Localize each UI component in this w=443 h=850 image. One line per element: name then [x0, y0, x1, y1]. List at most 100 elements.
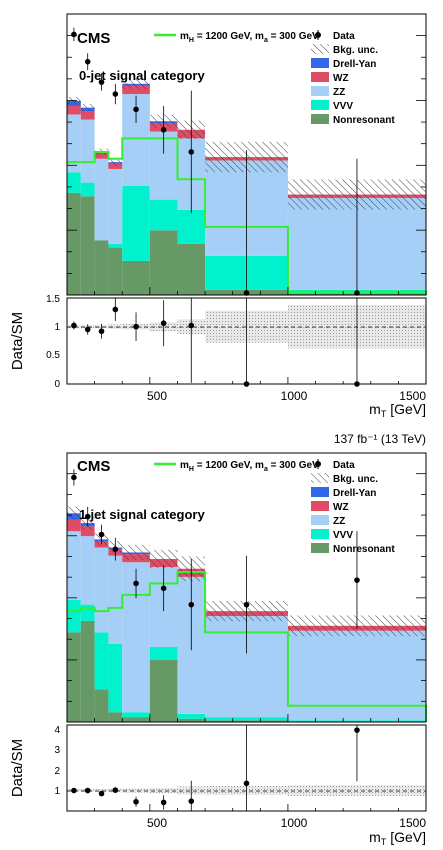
data-point	[98, 531, 105, 538]
bkg-unc-band	[108, 158, 123, 166]
data-point	[84, 58, 91, 65]
bkg-unc-band	[122, 544, 150, 561]
lumi-label: 137 fb⁻¹ (13 TeV)	[334, 432, 426, 446]
bar-zz	[67, 531, 81, 600]
legend: mH = 1200 GeV, ma = 300 GeV Data Bkg. un…	[154, 30, 395, 126]
ratio-point	[71, 787, 77, 794]
ratio-point	[133, 798, 139, 805]
bar-vvv	[287, 720, 426, 722]
ratio-ytick-1: 1	[54, 786, 60, 797]
legend-zz-swatch	[311, 515, 329, 525]
bar-zz	[94, 547, 109, 633]
ratio-point	[160, 799, 167, 806]
legend-nonres-label: Nonresonant	[333, 115, 395, 126]
legend-dy-swatch	[311, 58, 329, 68]
legend-dy-label: Drell-Yan	[333, 488, 376, 499]
bar-wz	[122, 85, 150, 95]
data-point	[112, 91, 119, 97]
data-point	[160, 127, 167, 133]
ratio-ytick-2: 1	[54, 322, 60, 333]
main-frame	[66, 452, 427, 723]
bar-vvv	[80, 182, 95, 197]
data-point	[98, 79, 105, 85]
stack-bars	[67, 506, 426, 722]
legend-nonres-swatch	[311, 543, 329, 553]
ratio-ticks	[94, 377, 427, 384]
bar-zz	[108, 168, 123, 244]
xtick-500: 500	[147, 389, 167, 403]
bar-nonresonant	[67, 192, 81, 295]
ratio-point	[84, 787, 91, 794]
bar-nonresonant	[122, 717, 150, 722]
ratio-ylabel: Data/SM	[9, 312, 26, 370]
ratio-ytick-3: 1.5	[46, 294, 60, 305]
legend-zz-swatch	[311, 86, 329, 96]
signal-histogram	[67, 571, 427, 722]
legend-vvv-swatch	[311, 100, 329, 110]
legend-unc-swatch	[311, 44, 329, 54]
legend-dy-label: Drell-Yan	[333, 59, 376, 70]
data-point	[71, 474, 77, 481]
legend-nonres-label: Nonresonant	[333, 544, 395, 555]
main-ticks	[67, 473, 427, 722]
ratio-point	[98, 790, 105, 797]
bar-nonresonant	[149, 660, 178, 722]
xaxis-label: mT [GeV]	[369, 401, 426, 419]
signal-line	[67, 137, 427, 295]
data-point	[133, 106, 139, 113]
ratio-point	[188, 798, 195, 804]
bar-vvv	[149, 199, 178, 231]
bar-vvv	[177, 209, 206, 244]
ratio-frame	[66, 297, 427, 385]
legend-unc-label: Bkg. unc.	[333, 474, 378, 485]
xtick-1500: 1500	[399, 816, 426, 830]
bar-nonresonant	[67, 632, 81, 722]
bar-nonresonant	[122, 260, 150, 295]
ratio-ylabel: Data/SM	[9, 739, 26, 797]
data-point	[243, 290, 250, 296]
legend-nonres-swatch	[311, 114, 329, 124]
ratio-point	[243, 780, 250, 787]
ratio-ytick-4: 4	[54, 725, 60, 736]
bar-vvv	[108, 243, 123, 248]
bar-nonresonant	[80, 620, 95, 722]
bar-nonresonant	[108, 247, 123, 295]
xtick-1000: 1000	[281, 389, 308, 403]
data-point	[71, 31, 77, 38]
bar-vvv	[122, 186, 150, 261]
xtick-1000: 1000	[281, 816, 308, 830]
ratio-point	[112, 306, 119, 313]
legend-data-label: Data	[333, 460, 355, 471]
ratio-point	[71, 322, 77, 329]
bar-zz	[94, 158, 109, 241]
bar-vvv	[67, 599, 81, 633]
bar-nonresonant	[177, 243, 206, 295]
legend-data-swatch	[315, 30, 321, 40]
ratio-unc-band	[94, 789, 109, 792]
bkg-unc-band	[80, 103, 95, 112]
data-point	[84, 513, 91, 520]
bar-vvv	[149, 647, 178, 661]
ratio-ticks	[94, 804, 427, 811]
legend-vvv-label: VVV	[333, 101, 353, 112]
ratio-unc-band	[287, 785, 426, 796]
ratio-unc-band	[149, 787, 178, 794]
legend-wz-swatch	[311, 72, 329, 82]
bar-vvv	[108, 643, 123, 713]
bar-wz	[80, 526, 95, 537]
bar-vvv	[67, 172, 81, 193]
bar-nonresonant	[94, 240, 109, 295]
bar-vvv	[205, 717, 288, 721]
category-label: 0-jet signal category	[79, 68, 205, 83]
ratio-point	[112, 787, 119, 793]
signal-line	[67, 571, 427, 722]
bar-vvv	[94, 632, 109, 690]
data-point	[112, 546, 119, 552]
legend-wz-swatch	[311, 501, 329, 511]
bkg-unc-band	[67, 506, 81, 521]
legend-dy-swatch	[311, 487, 329, 497]
ratio-frame	[66, 724, 427, 812]
bar-vvv	[122, 712, 150, 718]
ratio-point	[188, 322, 195, 329]
